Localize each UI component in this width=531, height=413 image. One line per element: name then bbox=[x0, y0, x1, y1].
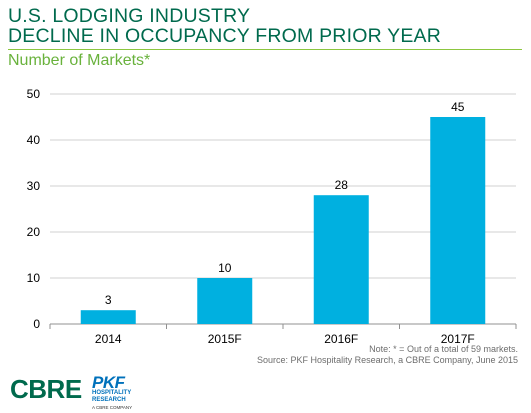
footnote: Note: * = Out of a total of 59 markets. … bbox=[257, 344, 518, 366]
title-divider bbox=[8, 49, 522, 50]
pkf-tagline: A CBRE COMPANY bbox=[92, 405, 133, 410]
y-tick-label: 30 bbox=[27, 179, 41, 193]
bar bbox=[430, 117, 486, 324]
data-label: 28 bbox=[335, 178, 349, 192]
pkf-logo: PKF HOSPITALITY RESEARCH A CBRE COMPANY bbox=[92, 374, 172, 410]
y-tick-label: 50 bbox=[27, 87, 41, 101]
title-line-1: U.S. LODGING INDUSTRY bbox=[8, 5, 251, 27]
y-tick-label: 0 bbox=[33, 317, 40, 331]
pkf-line-1: HOSPITALITY bbox=[92, 390, 132, 396]
x-tick-label: 2016F bbox=[324, 332, 358, 346]
pkf-logo-subtitle: HOSPITALITY RESEARCH bbox=[92, 390, 131, 403]
source-text: Source: PKF Hospitality Research, a CBRE… bbox=[257, 355, 518, 365]
chart-subtitle: Number of Markets* bbox=[8, 52, 151, 69]
title-line-2: DECLINE IN OCCUPANCY FROM PRIOR YEAR bbox=[8, 25, 442, 47]
pkf-logo-mark: PKF bbox=[92, 373, 125, 392]
page-title: U.S. LODGING INDUSTRY DECLINE IN OCCUPAN… bbox=[8, 6, 441, 46]
data-label: 10 bbox=[218, 261, 232, 275]
note-text: Note: * = Out of a total of 59 markets. bbox=[369, 344, 518, 354]
x-tick-label: 2014 bbox=[95, 332, 122, 346]
x-tick-label: 2015F bbox=[208, 332, 242, 346]
data-label: 3 bbox=[105, 293, 112, 307]
x-tick-label: 2017F bbox=[441, 332, 475, 346]
y-tick-label: 10 bbox=[27, 271, 41, 285]
cbre-logo: CBRE bbox=[10, 374, 82, 404]
bar bbox=[197, 278, 253, 324]
data-label: 45 bbox=[451, 100, 465, 114]
pkf-line-2: RESEARCH bbox=[92, 396, 126, 403]
y-tick-label: 40 bbox=[27, 133, 41, 147]
y-tick-label: 20 bbox=[27, 225, 41, 239]
bar bbox=[313, 195, 369, 324]
bar bbox=[80, 310, 136, 324]
